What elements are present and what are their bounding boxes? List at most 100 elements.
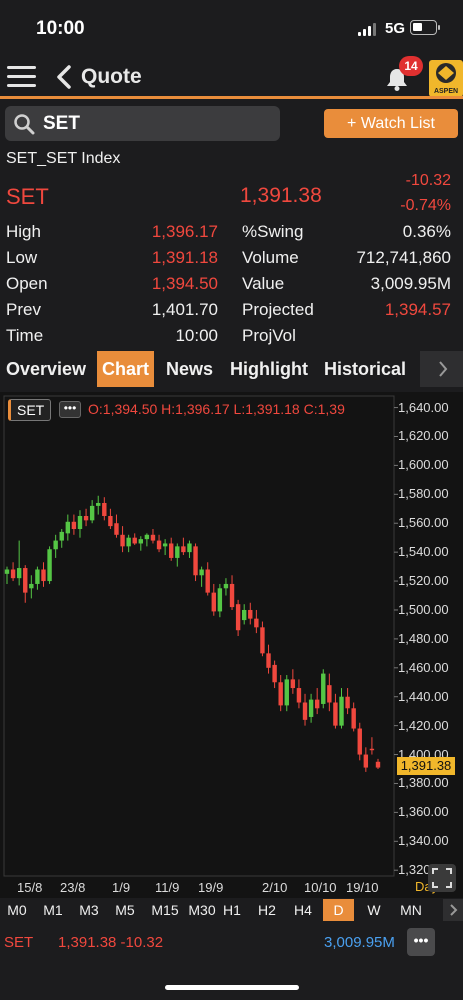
home-indicator <box>165 985 299 990</box>
stat-label-projvol: ProjVol <box>242 326 296 345</box>
stat-label-low: Low <box>6 248 38 267</box>
watch-list-button[interactable]: + Watch List <box>324 109 458 138</box>
y-tick-label: 1,420.00 <box>398 717 449 733</box>
footer-more-button[interactable]: ••• <box>407 928 435 956</box>
timeframe-bar: M0 M1 M3 M5 M15 M30 H1 H2 H4 D W MN <box>0 899 463 921</box>
timeframe-h1[interactable]: H1 <box>223 902 241 918</box>
candle <box>169 543 174 558</box>
candle <box>10 569 16 579</box>
timeframe-m0[interactable]: M0 <box>7 902 27 918</box>
notification-badge: 14 <box>399 56 423 76</box>
y-tick-label: 1,500.00 <box>398 601 449 617</box>
chart-legend-more-button[interactable]: ••• <box>59 401 81 418</box>
candle <box>102 502 107 516</box>
price-change: -10.32 <box>405 172 451 189</box>
candle <box>266 653 271 668</box>
y-tick-label: 1,640.00 <box>398 399 449 415</box>
nav-divider <box>0 96 463 99</box>
candle <box>4 569 10 574</box>
timeframe-m1[interactable]: M1 <box>43 902 63 918</box>
timeframe-m30[interactable]: M30 <box>188 902 216 918</box>
x-tick-label: 11/9 <box>155 880 180 895</box>
candle <box>59 531 64 541</box>
candle <box>16 568 22 579</box>
index-name: SET_SET Index <box>6 150 121 167</box>
y-tick-label: 1,580.00 <box>398 486 449 502</box>
candle <box>29 583 34 589</box>
stat-label-prev: Prev <box>6 300 41 319</box>
chart-frame <box>3 395 395 877</box>
signal-icon <box>358 23 376 36</box>
price-chart[interactable]: SET ••• O:1,394.50 H:1,396.17 L:1,391.18… <box>0 392 463 898</box>
timeframe-w[interactable]: W <box>367 902 381 918</box>
logo-text: ASPEN <box>433 88 459 95</box>
tab-news[interactable]: News <box>166 359 214 379</box>
y-tick-label: 1,620.00 <box>398 428 449 444</box>
tab-scroll-right[interactable] <box>420 351 463 387</box>
expand-chart-icon[interactable] <box>428 864 456 892</box>
x-tick-label: 23/8 <box>60 880 86 895</box>
symbol-search-input[interactable]: SET <box>5 106 280 141</box>
candle <box>53 540 58 550</box>
chart-canvas[interactable] <box>0 392 463 898</box>
tab-highlight[interactable]: Highlight <box>230 359 308 379</box>
tab-overview[interactable]: Overview <box>6 359 87 379</box>
y-tick-label: 1,380.00 <box>398 775 449 791</box>
candle <box>181 546 186 553</box>
candle <box>254 618 259 628</box>
stat-label-projected: Projected <box>242 300 314 319</box>
y-tick-label: 1,480.00 <box>398 630 449 646</box>
search-value: SET <box>43 113 80 134</box>
stat-value-time: 10:00 <box>175 326 218 345</box>
tab-chart[interactable]: Chart <box>97 351 155 387</box>
candle <box>333 702 338 726</box>
footer-symbol[interactable]: SET <box>4 934 34 951</box>
timeframe-h2[interactable]: H2 <box>258 902 276 918</box>
chart-legend-symbol[interactable]: SET <box>8 399 52 421</box>
back-icon[interactable] <box>54 64 74 90</box>
x-tick-label: 10/10 <box>304 880 337 895</box>
candle <box>193 546 198 576</box>
page-title: Quote <box>81 65 142 88</box>
candle <box>65 521 71 534</box>
timeframe-mn[interactable]: MN <box>400 902 422 918</box>
candle <box>156 540 162 550</box>
menu-icon[interactable] <box>7 66 36 88</box>
candle <box>71 521 77 530</box>
battery-icon <box>410 20 440 35</box>
candle <box>199 569 204 576</box>
candle <box>77 516 83 530</box>
search-icon <box>14 114 35 135</box>
timeframe-m5[interactable]: M5 <box>115 902 135 918</box>
y-tick-label: 1,600.00 <box>398 457 449 473</box>
candle <box>175 546 180 558</box>
timeframe-m3[interactable]: M3 <box>79 902 99 918</box>
candle <box>296 688 302 703</box>
stat-value-value: 3,009.95M <box>370 274 451 293</box>
stat-label-high: High <box>6 222 41 241</box>
stat-value-swing: 0.36% <box>402 222 451 241</box>
aspen-logo[interactable]: ASPEN <box>429 60 463 97</box>
stat-value-volume: 712,741,860 <box>356 248 451 267</box>
y-tick-label: 1,440.00 <box>398 688 449 704</box>
candle <box>284 679 289 706</box>
timeframe-d[interactable]: D <box>323 899 354 921</box>
stat-value-open: 1,394.50 <box>151 274 218 293</box>
timeframe-scroll-right[interactable] <box>443 899 463 921</box>
timeframe-h4[interactable]: H4 <box>294 902 312 918</box>
candle <box>132 537 137 544</box>
quote-symbol: SET <box>6 184 49 209</box>
candle <box>272 664 277 683</box>
candle <box>308 699 314 717</box>
candle <box>229 583 235 608</box>
candle <box>144 534 150 540</box>
candle <box>223 583 229 589</box>
timeframe-m15[interactable]: M15 <box>151 902 179 918</box>
candle <box>345 696 350 709</box>
candle <box>241 609 247 621</box>
tab-historical[interactable]: Historical <box>324 359 407 379</box>
candle <box>314 699 320 709</box>
last-price: 1,391.38 <box>240 184 322 207</box>
candle <box>290 679 296 689</box>
candle <box>351 708 356 729</box>
